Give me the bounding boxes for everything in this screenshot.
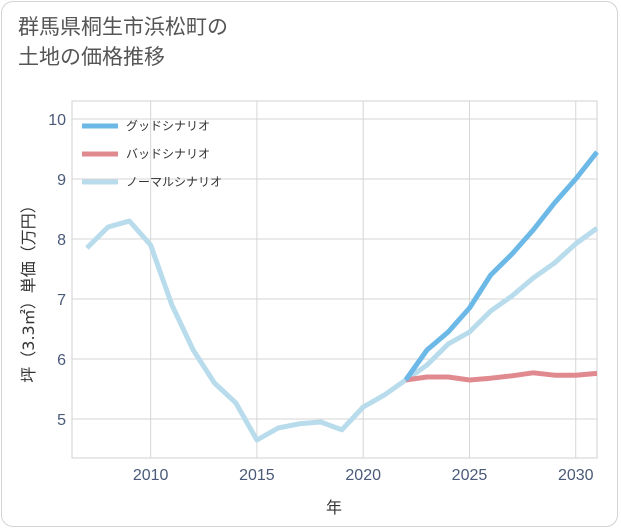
legend-label: グッドシナリオ (126, 119, 210, 133)
chart-title: 群馬県桐生市浜松町の 土地の価格推移 (18, 12, 438, 72)
y-tick-label: 8 (57, 232, 66, 249)
y-tick-label: 5 (57, 412, 66, 429)
y-tick-label: 7 (57, 292, 66, 309)
grid (72, 101, 597, 458)
x-axis-label: 年 (326, 498, 342, 517)
legend-label: ノーマルシナリオ (126, 175, 222, 189)
tick-labels: 2010 2015 2020 2025 2030 5 6 7 8 9 10 (48, 112, 593, 484)
x-tick-label: 2015 (239, 467, 275, 484)
x-tick-label: 2030 (558, 467, 594, 484)
y-tick-label: 6 (57, 352, 66, 369)
legend-label: バッドシナリオ (126, 147, 210, 161)
plot-area (71, 100, 598, 459)
series-line-2 (85, 218, 599, 443)
y-tick-label: 10 (48, 112, 66, 129)
series-lines (85, 150, 599, 443)
chart-title-line-2: 土地の価格推移 (18, 45, 165, 69)
y-axis-label: 坪（3.3㎡）単価（万円） (19, 197, 38, 382)
chart-title-line-1: 群馬県桐生市浜松町の (18, 15, 228, 39)
x-tick-label: 2025 (452, 467, 488, 484)
y-tick-label: 9 (57, 172, 66, 189)
series-line-1 (405, 370, 598, 383)
series-line-0 (403, 150, 599, 382)
x-tick-label: 2020 (345, 467, 381, 484)
x-tick-label: 2010 (133, 467, 169, 484)
